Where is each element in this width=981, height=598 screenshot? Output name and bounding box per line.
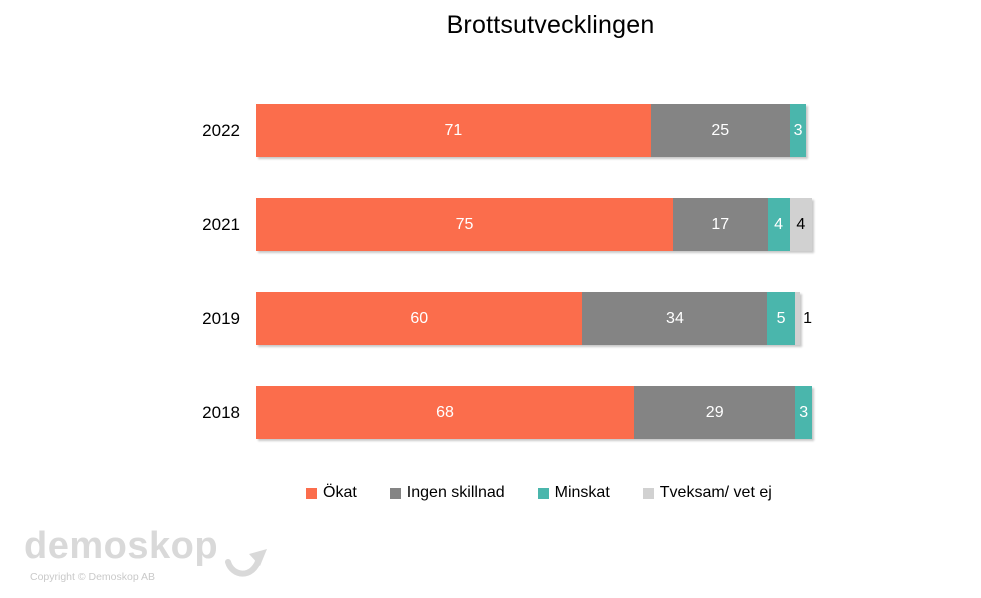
value-label: 71 bbox=[444, 121, 463, 139]
bar-segment: 4 bbox=[767, 198, 790, 251]
legend-swatch-icon bbox=[537, 487, 549, 499]
curved-arrow-icon bbox=[222, 532, 268, 589]
category-label: 2022 bbox=[202, 120, 240, 140]
bar-segment bbox=[794, 292, 801, 345]
legend-swatch-icon bbox=[389, 487, 401, 499]
bar-track: 60 34 5 1 bbox=[256, 292, 812, 345]
value-label: 29 bbox=[705, 403, 724, 421]
legend-item: Ökat bbox=[306, 484, 357, 502]
value-label: 60 bbox=[410, 309, 429, 327]
legend-item: Tveksam/ vet ej bbox=[642, 484, 772, 502]
bar-segment: 3 bbox=[789, 104, 807, 157]
bar-segment: 5 bbox=[767, 292, 795, 345]
legend-swatch-icon bbox=[306, 487, 317, 499]
legend-label: Ökat bbox=[323, 484, 357, 501]
legend-item: Ingen skillnad bbox=[389, 484, 505, 502]
stacked-bar: 71 25 3 bbox=[256, 104, 807, 157]
value-label: 4 bbox=[774, 215, 784, 233]
bar-segment: 60 bbox=[256, 292, 583, 345]
bar-segment: 34 bbox=[582, 292, 768, 345]
legend: Ökat Ingen skillnad Minskat Tveksam/ vet ej bbox=[306, 484, 772, 502]
bar-segment: 25 bbox=[650, 104, 790, 157]
value-label: 17 bbox=[711, 215, 730, 233]
bar-segment: 29 bbox=[634, 386, 796, 439]
logo-text: demoskop bbox=[24, 525, 219, 567]
bar-rows: 2022 71 25 3 2021 75 17 4 4 2019 60 34 5 1 2018 68 29 3 bbox=[0, 104, 981, 439]
bar-segment: 17 bbox=[673, 198, 768, 251]
legend-label: Ingen skillnad bbox=[406, 484, 505, 501]
value-label-outside: 1 bbox=[803, 309, 812, 327]
stacked-bar: 68 29 3 bbox=[256, 386, 812, 439]
value-label: 3 bbox=[799, 403, 809, 421]
value-label: 3 bbox=[793, 121, 803, 139]
demoskop-logo: demoskop bbox=[24, 525, 268, 589]
table-row: 2022 71 25 3 bbox=[0, 104, 981, 157]
bar-segment: 4 bbox=[789, 198, 812, 251]
legend-label: Minskat bbox=[554, 484, 610, 501]
chart-title: Brottsutvecklingen bbox=[446, 11, 655, 39]
bar-segment: 71 bbox=[256, 104, 651, 157]
stacked-bar: 75 17 4 4 bbox=[256, 198, 812, 251]
stacked-bar: 60 34 5 bbox=[256, 292, 801, 345]
category-label: 2018 bbox=[202, 402, 240, 422]
legend-item: Minskat bbox=[537, 484, 610, 502]
value-label: 5 bbox=[776, 309, 786, 327]
bar-track: 71 25 3 bbox=[256, 104, 812, 157]
table-row: 2018 68 29 3 bbox=[0, 386, 981, 439]
value-label: 75 bbox=[455, 215, 474, 233]
legend-label: Tveksam/ vet ej bbox=[659, 484, 772, 501]
value-label: 25 bbox=[711, 121, 730, 139]
table-row: 2019 60 34 5 1 bbox=[0, 292, 981, 345]
value-label: 4 bbox=[796, 215, 806, 233]
bar-track: 75 17 4 4 bbox=[256, 198, 812, 251]
copyright-text: Copyright © Demoskop AB bbox=[30, 571, 156, 583]
legend-swatch-icon bbox=[642, 487, 654, 499]
category-label: 2021 bbox=[202, 214, 240, 234]
bar-track: 68 29 3 bbox=[256, 386, 812, 439]
bar-segment: 68 bbox=[256, 386, 635, 439]
category-label: 2019 bbox=[202, 308, 240, 328]
bar-segment: 75 bbox=[256, 198, 673, 251]
table-row: 2021 75 17 4 4 bbox=[0, 198, 981, 251]
value-label: 68 bbox=[436, 403, 454, 421]
bar-segment: 3 bbox=[795, 386, 812, 439]
value-label: 34 bbox=[666, 309, 684, 327]
